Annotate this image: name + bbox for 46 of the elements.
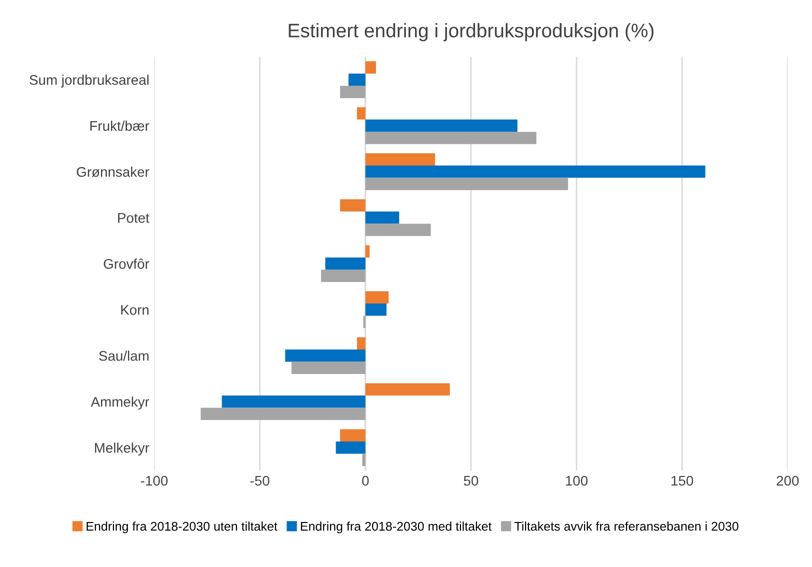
bar [292, 362, 366, 374]
bar [365, 304, 387, 316]
y-tick-label: Ammekyr [90, 396, 150, 410]
bar [365, 153, 436, 166]
x-tick-label: 100 [566, 476, 588, 486]
x-tick-label: -50 [250, 476, 270, 486]
bar [365, 245, 370, 258]
y-tick-label: Grønnsaker [76, 166, 150, 177]
bar [222, 395, 366, 408]
y-tick-label: Frukt/bær [90, 120, 150, 131]
bar [365, 291, 389, 304]
bar [365, 212, 400, 224]
bar [200, 408, 366, 420]
bar [321, 270, 366, 282]
bar [356, 107, 366, 120]
bar [365, 61, 376, 74]
x-tick-label: 200 [776, 476, 799, 486]
bar [325, 258, 366, 270]
bar [362, 454, 366, 466]
y-tick-label: Grovfôr [104, 258, 150, 269]
bar [336, 441, 366, 454]
y-tick-label: Korn [121, 305, 149, 315]
y-tick-label: Melkekyr [95, 442, 150, 456]
x-tick-label: 50 [464, 476, 478, 486]
bar [340, 199, 366, 212]
bar [340, 429, 366, 442]
bar [285, 350, 366, 362]
legend-label: Endring fra 2018-2030 uten tiltaket [86, 522, 278, 534]
bar [356, 337, 366, 350]
legend-label: Tiltakets avvik fra referansebanen i 2030 [514, 522, 738, 531]
bar [365, 120, 518, 132]
chart-title: Estimert endring i jordbruksproduksjon (%) [288, 23, 654, 42]
bar [365, 224, 431, 236]
x-tick-label: 0 [362, 476, 369, 486]
bar [365, 166, 706, 178]
y-tick-label: Potet [118, 213, 150, 223]
bar [365, 178, 568, 190]
bar [348, 74, 366, 86]
bar [365, 383, 450, 396]
bar [340, 86, 366, 98]
x-tick-label: -100 [141, 476, 168, 486]
x-tick-label: 150 [672, 476, 694, 486]
y-tick-label: Sau/lam [99, 350, 149, 361]
y-tick-label: Sum jordbruksareal [30, 74, 148, 88]
bar [365, 132, 536, 144]
legend-label: Endring fra 2018-2030 med tiltaket [300, 522, 492, 534]
